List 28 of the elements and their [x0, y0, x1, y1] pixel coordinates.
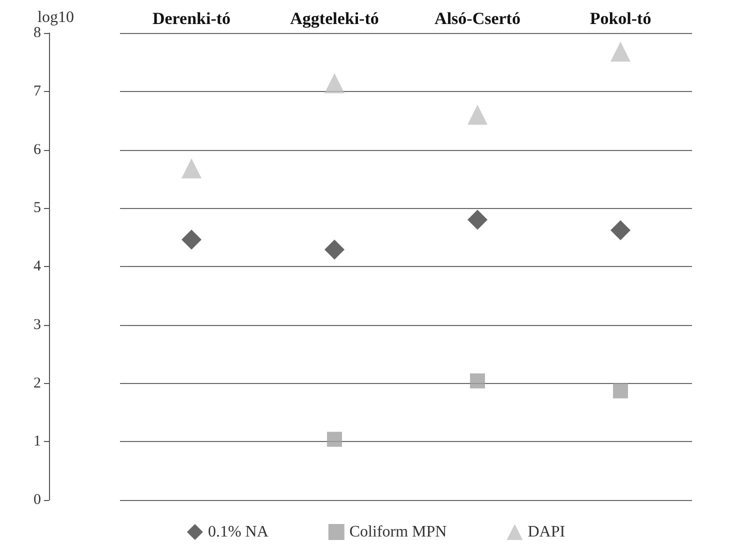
legend-label: DAPI: [528, 524, 566, 540]
x-tick-label: Aggteleki-tó: [290, 9, 379, 28]
point: [324, 73, 344, 94]
y-tick-label: 5: [34, 200, 41, 216]
y-tick-label: 4: [34, 258, 42, 274]
y-tick-label: 0: [34, 492, 41, 508]
point: [613, 383, 628, 398]
legend-label: Coliform MPN: [349, 524, 448, 540]
point: [610, 220, 630, 240]
y-tick-label: 1: [34, 434, 41, 450]
y-tick-label: 8: [34, 25, 41, 41]
point: [470, 373, 485, 388]
point: [182, 158, 202, 178]
y-tick-label: 7: [34, 83, 42, 100]
legend-label: 0.1% NA: [208, 524, 269, 540]
point: [610, 42, 630, 62]
x-tick-label: Derenki-tó: [152, 9, 231, 28]
point: [327, 432, 342, 447]
y-axis-title: log10: [38, 9, 74, 26]
y-tick-label: 6: [34, 142, 42, 158]
x-tick-label: Alsó-Csertó: [434, 9, 520, 28]
y-tick-label: 3: [34, 316, 41, 333]
y-tick-label: 2: [34, 375, 41, 392]
x-tick-label: Pokol-tó: [590, 9, 652, 28]
point: [182, 230, 202, 250]
point: [468, 104, 488, 125]
point: [324, 240, 344, 260]
point: [468, 210, 488, 230]
